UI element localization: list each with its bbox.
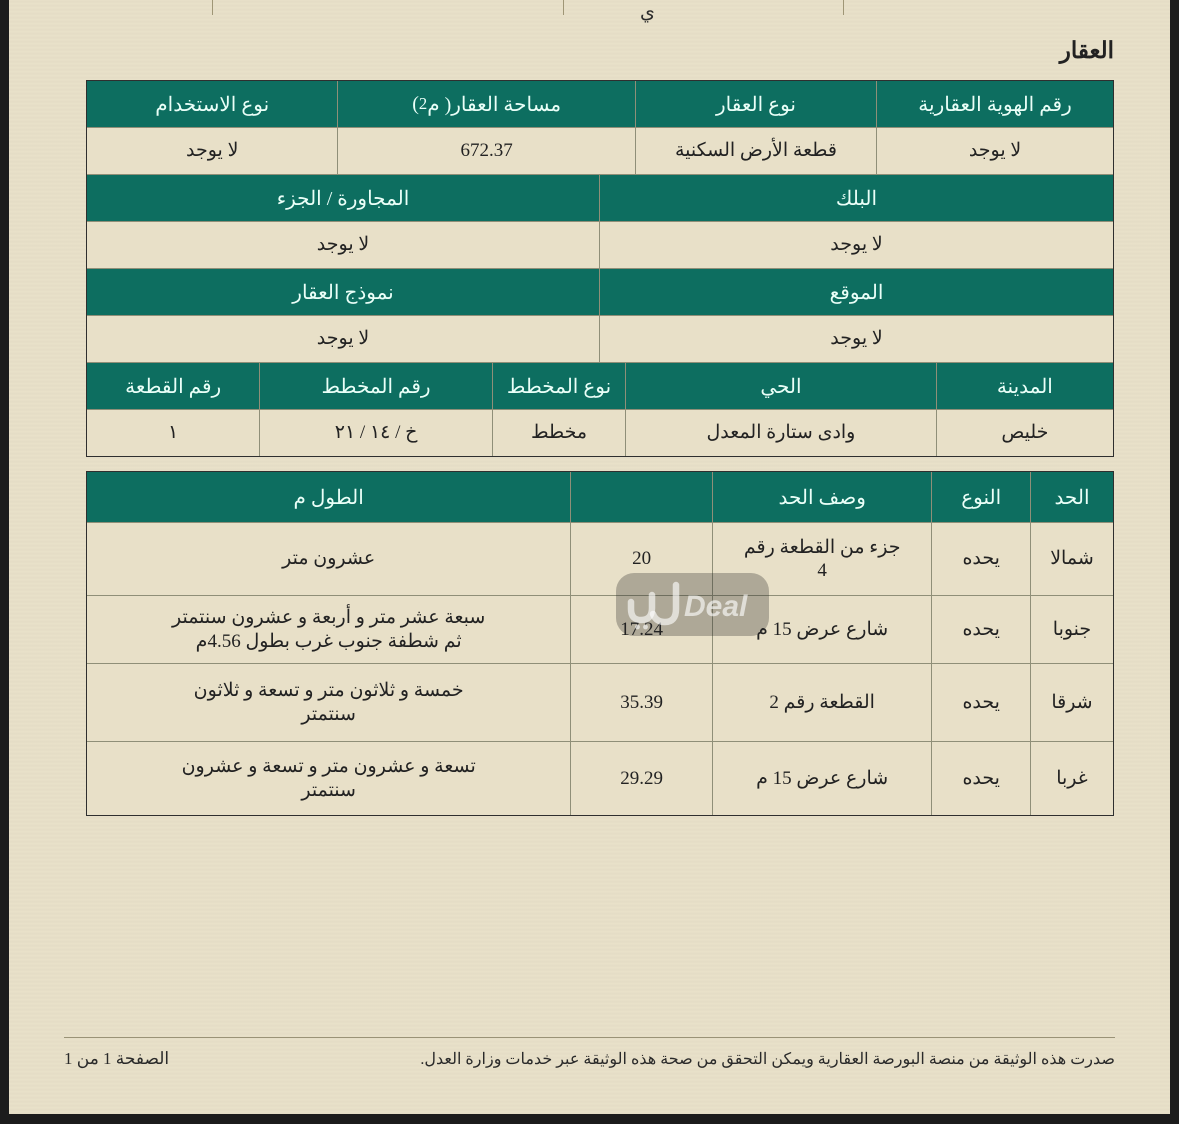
svg-text:Deal: Deal (684, 590, 748, 623)
